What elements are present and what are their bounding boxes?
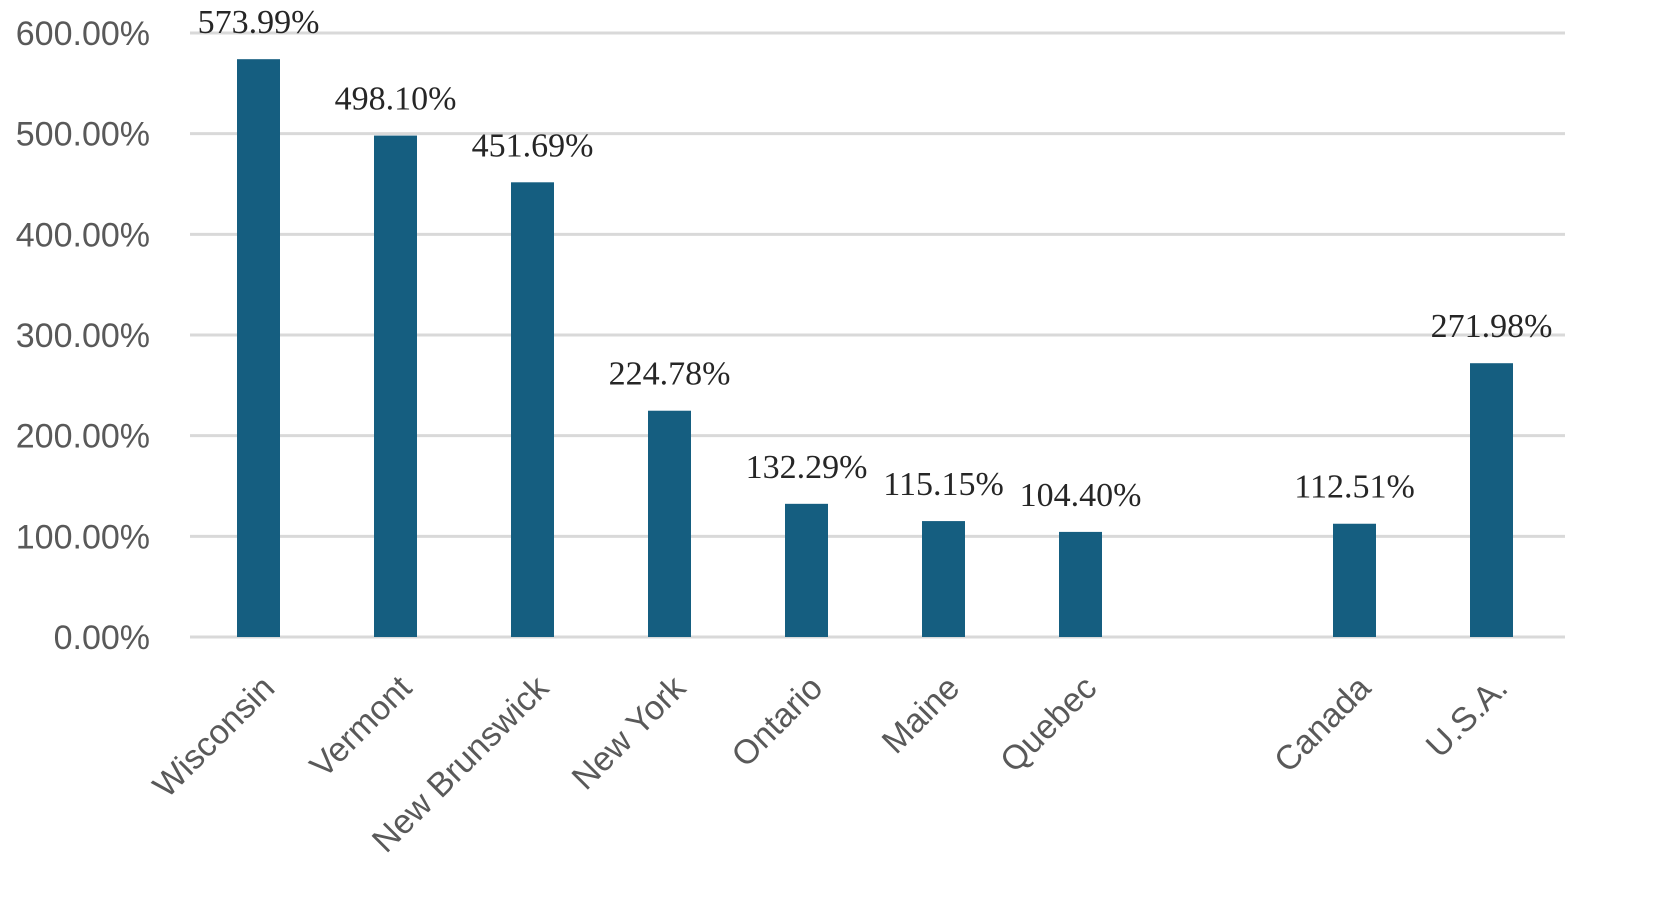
y-tick-label: 600.00% <box>16 15 150 53</box>
bars <box>237 59 1513 637</box>
gridlines <box>190 31 1565 639</box>
x-tick-label: Canada <box>1267 669 1378 780</box>
y-tick-label: 400.00% <box>16 216 150 254</box>
bar <box>1059 531 1102 637</box>
bar <box>1470 363 1513 637</box>
bar <box>237 59 280 637</box>
y-tick-label: 100.00% <box>16 518 150 556</box>
y-tick-label: 300.00% <box>16 317 150 355</box>
data-label: 104.40% <box>1020 477 1142 514</box>
bar <box>1333 523 1376 637</box>
data-labels: 573.99% 498.10% 451.69% 224.78% 132.29% 115.1… <box>198 4 1553 514</box>
x-tick-label: U.S.A. <box>1419 669 1515 765</box>
data-label: 271.98% <box>1431 308 1553 345</box>
data-label: 573.99% <box>198 4 320 41</box>
data-label: 451.69% <box>472 127 594 164</box>
x-tick-label: Maine <box>875 669 967 761</box>
data-label: 498.10% <box>335 81 457 118</box>
x-tick-label: Wisconsin <box>146 669 282 805</box>
data-label: 132.29% <box>746 449 868 486</box>
data-label: 224.78% <box>609 356 731 393</box>
y-tick-label: 200.00% <box>16 418 150 456</box>
data-label: 112.51% <box>1294 469 1415 506</box>
x-tick-label: New York <box>565 668 694 797</box>
bar <box>922 521 965 637</box>
y-tick-label: 500.00% <box>16 116 150 154</box>
x-tick-label: Vermont <box>303 668 420 785</box>
bar <box>785 503 828 637</box>
y-tick-label: 0.00% <box>54 619 150 657</box>
x-tick-label: Ontario <box>724 669 830 775</box>
bar <box>648 410 691 637</box>
bar <box>511 182 554 637</box>
bar <box>374 135 417 637</box>
data-label: 115.15% <box>883 466 1004 503</box>
x-tick-label: Quebec <box>993 669 1104 780</box>
y-axis-tick-labels: 0.00% 100.00% 200.00% 300.00% 400.00% 500.00%… <box>16 15 150 657</box>
